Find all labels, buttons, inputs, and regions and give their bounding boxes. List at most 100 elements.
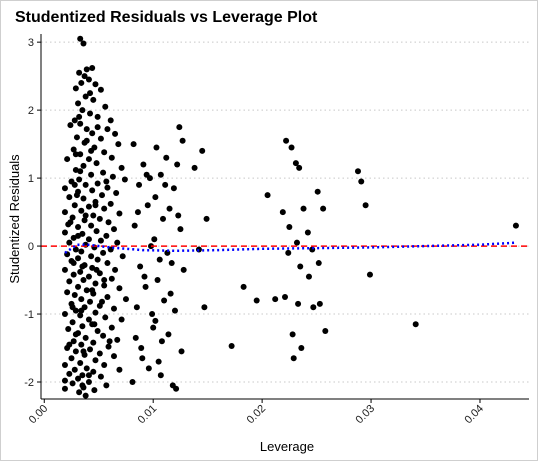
data-point bbox=[285, 249, 292, 256]
data-point bbox=[109, 173, 116, 180]
data-point bbox=[158, 338, 165, 345]
data-point bbox=[107, 246, 114, 253]
data-point bbox=[100, 332, 107, 339]
data-point bbox=[89, 130, 96, 137]
data-point bbox=[178, 348, 185, 355]
data-point bbox=[83, 287, 90, 294]
data-point bbox=[82, 392, 89, 399]
data-point bbox=[72, 85, 79, 92]
data-point bbox=[61, 229, 68, 236]
data-point bbox=[316, 300, 323, 307]
data-point bbox=[66, 239, 73, 246]
data-point bbox=[77, 359, 84, 366]
data-point bbox=[69, 319, 76, 326]
data-point bbox=[101, 282, 108, 289]
data-point bbox=[71, 366, 78, 373]
data-point bbox=[78, 207, 85, 214]
data-point bbox=[322, 328, 329, 335]
data-point bbox=[79, 382, 86, 389]
data-point bbox=[203, 215, 210, 222]
data-point bbox=[78, 296, 85, 303]
chart-title: Studentized Residuals vs Leverage Plot bbox=[15, 9, 318, 26]
data-point bbox=[73, 134, 80, 141]
data-point bbox=[177, 226, 184, 233]
data-point bbox=[83, 365, 90, 372]
data-point bbox=[97, 237, 104, 244]
data-point bbox=[132, 334, 139, 341]
data-point bbox=[71, 292, 78, 299]
data-point bbox=[320, 205, 327, 212]
data-point bbox=[99, 298, 105, 305]
data-point bbox=[76, 69, 83, 76]
data-point bbox=[97, 373, 104, 380]
data-point bbox=[92, 202, 99, 209]
data-point bbox=[92, 309, 99, 316]
data-point bbox=[112, 266, 119, 273]
data-point bbox=[61, 311, 68, 318]
data-point bbox=[157, 372, 164, 379]
y-tick-label: 3 bbox=[28, 37, 34, 49]
data-point bbox=[101, 205, 108, 212]
data-point bbox=[165, 331, 172, 338]
data-point bbox=[103, 382, 110, 389]
axes: -2 -1 0 1 2 3 0.00 0.01 0.02 0.03 0.04 bbox=[24, 34, 529, 426]
data-point bbox=[155, 358, 162, 365]
data-point bbox=[82, 212, 89, 219]
data-point bbox=[114, 336, 121, 343]
data-point bbox=[166, 205, 173, 212]
data-point bbox=[80, 195, 87, 202]
data-point bbox=[71, 202, 78, 209]
data-point bbox=[80, 162, 87, 169]
data-point bbox=[97, 135, 104, 142]
data-point bbox=[168, 260, 175, 267]
data-point bbox=[149, 311, 156, 318]
y-tick-label: -1 bbox=[24, 309, 34, 321]
data-point bbox=[282, 294, 288, 301]
data-point bbox=[65, 325, 72, 332]
data-point bbox=[90, 96, 97, 103]
data-point bbox=[77, 35, 84, 42]
data-point bbox=[93, 228, 100, 235]
data-point bbox=[199, 147, 206, 154]
data-point bbox=[104, 294, 111, 301]
data-point bbox=[87, 90, 94, 97]
data-point bbox=[105, 219, 112, 226]
data-point bbox=[138, 345, 145, 352]
data-point bbox=[102, 103, 109, 110]
data-point bbox=[512, 222, 519, 229]
data-point bbox=[83, 126, 90, 133]
data-point bbox=[88, 253, 95, 260]
data-point bbox=[310, 304, 317, 311]
data-point bbox=[142, 283, 149, 290]
data-point bbox=[93, 266, 100, 273]
x-tick-label: 0.01 bbox=[136, 403, 160, 427]
data-point bbox=[105, 343, 112, 350]
data-point bbox=[78, 341, 85, 348]
data-point bbox=[134, 209, 141, 216]
data-point bbox=[80, 348, 87, 355]
data-point bbox=[85, 236, 92, 243]
data-point bbox=[66, 341, 73, 348]
data-point bbox=[67, 122, 74, 129]
y-tick-label: 2 bbox=[28, 105, 34, 117]
data-point bbox=[146, 175, 153, 182]
data-point bbox=[77, 312, 84, 319]
data-point bbox=[94, 180, 101, 187]
data-point bbox=[75, 255, 82, 262]
data-point bbox=[116, 285, 123, 292]
data-point bbox=[228, 342, 235, 349]
data-point bbox=[160, 215, 166, 222]
data-point bbox=[104, 260, 111, 267]
data-point bbox=[170, 185, 177, 192]
x-tick-label: 0.04 bbox=[462, 403, 486, 427]
data-point bbox=[116, 366, 123, 373]
data-point bbox=[163, 154, 170, 161]
data-point bbox=[107, 200, 114, 207]
data-point bbox=[70, 146, 77, 153]
reference-lines bbox=[41, 241, 529, 254]
data-point bbox=[288, 144, 295, 151]
data-point bbox=[66, 194, 73, 201]
data-point bbox=[171, 307, 178, 314]
data-point bbox=[85, 76, 92, 83]
